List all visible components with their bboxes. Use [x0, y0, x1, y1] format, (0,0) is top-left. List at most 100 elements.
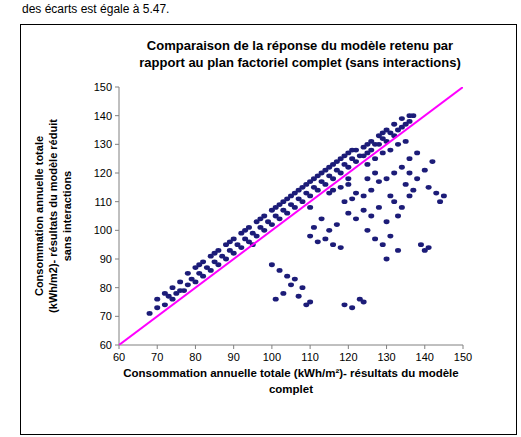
x-axis-label: Consommation annuelle totale (kWh/m²)- r…	[123, 367, 458, 379]
y-tick-label: 80	[100, 282, 112, 294]
scatter-point	[326, 228, 332, 233]
scatter-point	[277, 216, 283, 221]
scatter-point	[380, 242, 386, 247]
scatter-point	[315, 239, 321, 244]
x-tick-label: 110	[301, 351, 319, 363]
scatter-point	[185, 271, 191, 276]
scatter-point	[330, 242, 336, 247]
scatter-point	[242, 228, 248, 233]
y-tick	[115, 173, 119, 174]
scatter-point	[292, 205, 298, 210]
scatter-point	[395, 214, 401, 219]
x-tick	[310, 345, 311, 349]
scatter-point	[403, 139, 409, 144]
scatter-point	[212, 251, 218, 256]
scatter-point	[376, 205, 382, 210]
scatter-point	[349, 196, 355, 201]
scatter-point	[361, 194, 367, 199]
scatter-point	[154, 297, 160, 302]
scatter-point	[391, 122, 397, 127]
x-tick-label: 100	[263, 351, 281, 363]
scatter-point	[395, 142, 401, 147]
x-tick	[424, 345, 425, 349]
chart: des écarts est égale à 5.47.Comparaison …	[0, 0, 521, 437]
scatter-point	[391, 171, 397, 176]
scatter-point	[364, 162, 370, 167]
y-tick-label: 100	[94, 224, 112, 236]
scatter-point	[261, 228, 267, 233]
scatter-point	[223, 257, 229, 262]
scatter-point	[376, 142, 382, 147]
x-tick-label: 120	[339, 351, 357, 363]
y-axis-label: Consommation annuelle totale	[33, 136, 45, 296]
scatter-point	[303, 182, 309, 187]
x-tick-label: 130	[377, 351, 395, 363]
scatter-point	[208, 268, 214, 273]
scatter-point	[307, 234, 313, 239]
scatter-point	[326, 165, 332, 170]
scatter-point	[192, 280, 198, 285]
scatter-point	[342, 153, 348, 158]
chart-border	[21, 25, 517, 435]
x-tick-label: 70	[151, 351, 163, 363]
scatter-point	[437, 199, 443, 204]
scatter-point	[311, 176, 317, 181]
scatter-point	[353, 191, 359, 196]
scatter-point	[406, 171, 412, 176]
scatter-point	[296, 188, 302, 193]
scatter-point	[307, 205, 313, 210]
scatter-point	[277, 268, 283, 273]
scatter-point	[196, 262, 202, 267]
scatter-point	[368, 188, 374, 193]
scatter-point	[441, 194, 447, 199]
x-tick	[119, 345, 120, 349]
x-tick	[386, 345, 387, 349]
scatter-point	[292, 277, 298, 282]
y-tick-label: 130	[94, 138, 112, 150]
y-tick	[115, 87, 119, 88]
scatter-point	[410, 188, 416, 193]
scatter-point	[238, 245, 244, 250]
scatter-point	[387, 234, 393, 239]
scatter-point	[288, 194, 294, 199]
y-tick-label: 70	[100, 310, 112, 322]
scatter-point	[361, 300, 367, 305]
scatter-point	[296, 294, 302, 299]
title: Comparaison de la réponse du modèle rete…	[147, 38, 453, 53]
y-tick-label: 110	[94, 196, 112, 208]
scatter-point	[433, 191, 439, 196]
y-tick	[115, 287, 119, 288]
x-tick	[271, 345, 272, 349]
scatter-point	[200, 274, 206, 279]
scatter-point	[162, 302, 168, 307]
x-tick	[463, 345, 464, 349]
scatter-point	[273, 297, 279, 302]
scatter-point	[338, 245, 344, 250]
scatter-point	[414, 176, 420, 181]
x-tick-label: 150	[454, 351, 472, 363]
scatter-point	[319, 171, 325, 176]
x-tick	[348, 345, 349, 349]
y-tick	[115, 115, 119, 116]
scatter-point	[380, 151, 386, 156]
y-axis-line	[119, 87, 120, 345]
scatter-point	[384, 257, 390, 262]
y-tick-label: 60	[100, 339, 112, 351]
x-tick-label: 140	[416, 351, 434, 363]
scatter-point	[307, 194, 313, 199]
scatter-point	[399, 165, 405, 170]
y-axis-label: sans interactions	[61, 171, 73, 261]
scatter-point	[395, 248, 401, 253]
scatter-point	[418, 242, 424, 247]
x-axis-label: complet	[269, 383, 313, 395]
scatter-point	[364, 142, 370, 147]
scatter-point	[273, 205, 279, 210]
plot-area	[119, 87, 463, 345]
scatter-point	[338, 171, 344, 176]
scatter-point	[311, 225, 317, 230]
scatter-point	[269, 222, 275, 227]
scatter-point	[330, 176, 336, 181]
x-tick	[157, 345, 158, 349]
scatter-point	[177, 280, 183, 285]
scatter-point	[345, 211, 351, 216]
